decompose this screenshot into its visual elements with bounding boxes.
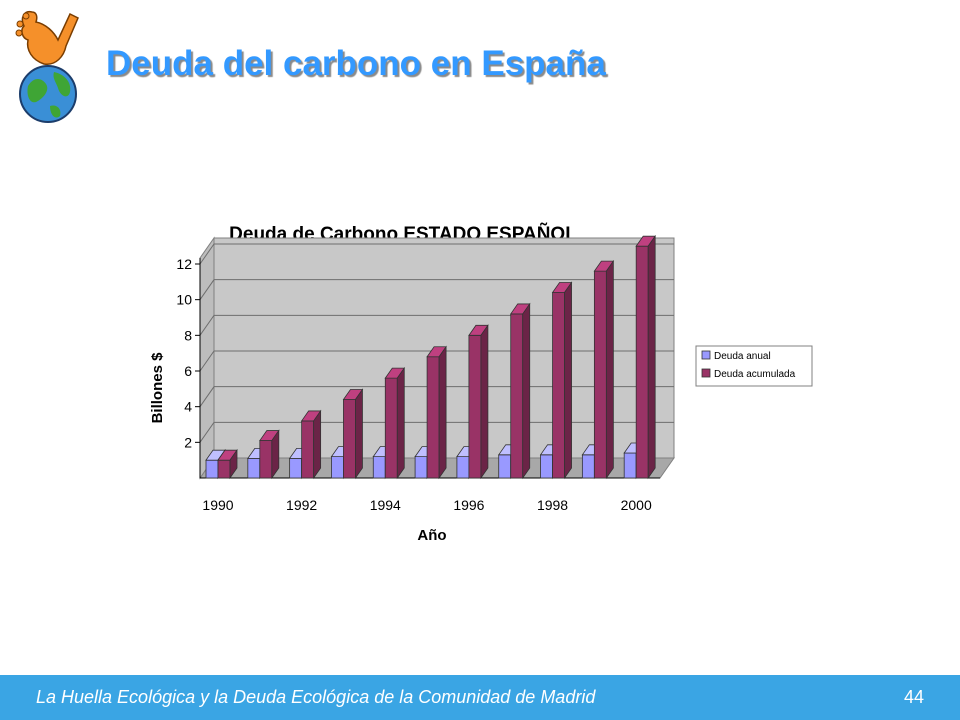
bar-deuda-acumulada-front: [510, 313, 524, 479]
footer-text: La Huella Ecológica y la Deuda Ecológica…: [36, 687, 596, 707]
bar-deuda-anual-front: [623, 452, 637, 479]
bar-deuda-acumulada-side: [564, 281, 572, 480]
x-tick-label: 1990: [202, 497, 233, 513]
y-tick-label: 10: [176, 292, 192, 308]
carbon-debt-chart: Deuda de Carbono ESTADO ESPAÑOL 2 4 6 8 10 12 1…: [140, 210, 830, 550]
chart-svg: Deuda de Carbono ESTADO ESPAÑOL246810121…: [149, 223, 813, 544]
legend-label: Deuda anual: [714, 351, 771, 362]
slide-title: Deuda del carbono en España: [106, 44, 606, 83]
footer-bar: La Huella Ecológica y la Deuda Ecológica…: [0, 675, 960, 720]
bar-deuda-acumulada-side: [229, 448, 238, 480]
foot-globe-logo: [15, 10, 79, 123]
bar-deuda-acumulada-side: [355, 388, 363, 480]
bar-deuda-acumulada-side: [647, 234, 656, 480]
y-tick-label: 12: [176, 256, 192, 272]
x-tick-label: 1992: [286, 497, 317, 513]
bar-deuda-acumulada-front: [635, 245, 649, 479]
bar-deuda-acumulada-side: [522, 302, 531, 480]
bar-deuda-anual-front: [456, 456, 470, 479]
bar-deuda-acumulada: [635, 234, 656, 480]
bar-deuda-acumulada-side: [438, 345, 447, 480]
bar-deuda-anual-front: [247, 457, 261, 479]
bar-deuda-acumulada-front: [426, 356, 440, 479]
bar-deuda-acumulada: [468, 324, 489, 480]
plot-side-wall: [199, 236, 215, 480]
bar-deuda-acumulada-side: [313, 409, 322, 480]
gridline: [199, 279, 674, 300]
legend-swatch: [701, 350, 711, 360]
y-tick-label: 8: [184, 327, 192, 343]
bar-deuda-acumulada-front: [384, 377, 398, 479]
bar-deuda-acumulada: [426, 345, 447, 480]
x-tick-label: 1994: [370, 497, 401, 513]
bar-deuda-anual-front: [205, 459, 219, 479]
bar-deuda-acumulada: [551, 281, 573, 480]
bar-deuda-acumulada: [217, 448, 238, 480]
bar-deuda-acumulada-side: [480, 324, 489, 480]
bar-deuda-anual-front: [581, 454, 595, 479]
y-tick-label: 6: [184, 363, 192, 379]
bar-deuda-anual-front: [289, 457, 303, 479]
gridline: [199, 243, 674, 265]
bar-deuda-acumulada-side: [605, 259, 614, 480]
slide-number: 44: [903, 687, 924, 707]
bar-deuda-acumulada-front: [343, 399, 356, 479]
x-tick-label: 1996: [453, 497, 484, 513]
legend-label: Deuda acumulada: [714, 369, 796, 380]
bar-deuda-anual-front: [372, 456, 386, 479]
y-axis-title: Billones $: [149, 352, 166, 424]
bar-deuda-acumulada-front: [259, 440, 273, 479]
x-axis-title: Año: [417, 527, 446, 544]
bar-deuda-acumulada: [509, 302, 531, 480]
globe-icon: [19, 65, 77, 123]
bar-deuda-acumulada-front: [468, 334, 482, 479]
bar-deuda-anual-front: [540, 454, 553, 479]
bar-deuda-acumulada: [342, 388, 364, 480]
x-tick-label: 1998: [537, 497, 568, 513]
bar-deuda-acumulada: [384, 366, 406, 480]
legend: Deuda anual Deuda acumulada: [695, 345, 813, 387]
bar-deuda-acumulada: [300, 409, 322, 480]
foot-icon: [15, 10, 79, 65]
bar-deuda-acumulada: [593, 259, 615, 480]
bar-deuda-acumulada-front: [552, 292, 565, 479]
y-tick-label: 2: [184, 434, 192, 450]
legend-swatch: [701, 368, 711, 378]
bar-deuda-acumulada-front: [593, 270, 607, 479]
bar-deuda-acumulada: [259, 429, 280, 480]
x-tick-label: 2000: [621, 497, 652, 513]
y-tick-label: 4: [184, 399, 192, 415]
bar-deuda-anual-front: [331, 456, 344, 479]
bar-deuda-anual-front: [414, 456, 428, 479]
bar-deuda-acumulada-side: [271, 429, 280, 480]
legend-box: [695, 345, 813, 387]
bar-deuda-acumulada-front: [217, 459, 231, 479]
bar-deuda-acumulada-front: [301, 420, 315, 479]
bar-deuda-anual-front: [498, 454, 512, 479]
bar-deuda-acumulada-side: [396, 366, 405, 480]
